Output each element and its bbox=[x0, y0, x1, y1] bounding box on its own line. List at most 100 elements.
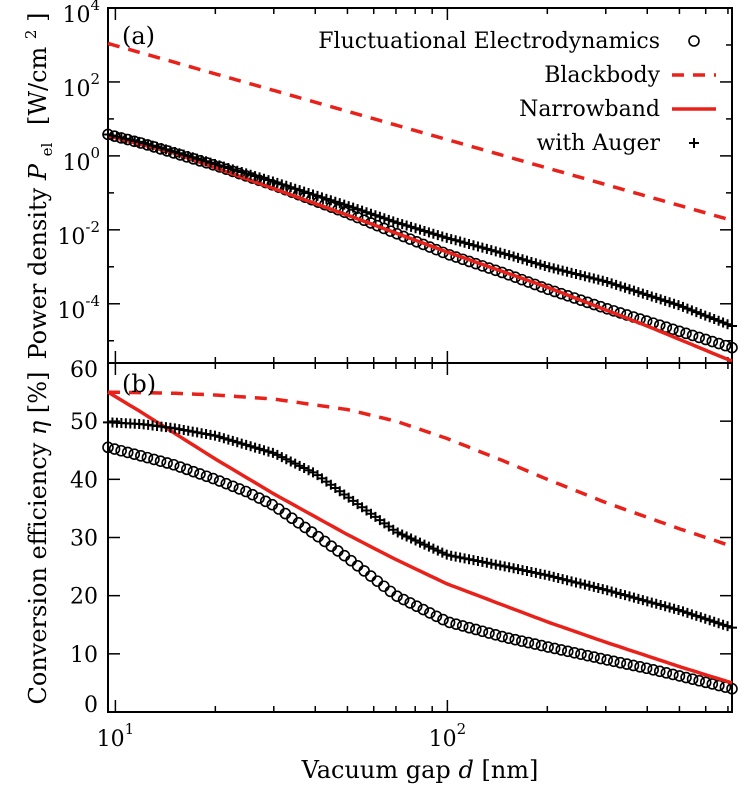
panel-b-point-fluctuational-electrodynamics bbox=[640, 662, 653, 675]
panel-a-point-with-auger bbox=[718, 317, 729, 328]
panel-b-point-with-auger bbox=[401, 531, 412, 542]
panel-b-point-with-auger bbox=[718, 619, 729, 630]
panel-a-point-with-auger bbox=[143, 139, 154, 150]
panel-b-point-with-auger bbox=[548, 571, 559, 582]
panel-a-point-with-auger bbox=[526, 256, 537, 267]
panel-b-point-with-auger bbox=[539, 569, 550, 580]
panel-b-point-fluctuational-electrodynamics bbox=[509, 633, 522, 646]
panel-a-point-with-auger bbox=[134, 136, 145, 147]
panel-b-point-with-auger bbox=[686, 609, 697, 620]
panel-a-point-with-auger bbox=[521, 255, 532, 266]
panel-a-point-with-auger bbox=[450, 235, 461, 246]
panel-a-point-with-auger bbox=[374, 211, 385, 222]
panel-a-point-with-auger bbox=[677, 301, 688, 312]
panel-b-point-with-auger bbox=[713, 618, 724, 629]
panel-a-point-with-auger bbox=[392, 217, 403, 228]
panel-b-point-with-auger bbox=[615, 588, 626, 599]
panel-a-point-with-auger bbox=[343, 201, 354, 212]
panel-b-point-with-auger bbox=[437, 547, 448, 558]
panel-a-point-with-auger bbox=[383, 214, 394, 225]
panel-b-point-fluctuational-electrodynamics bbox=[450, 618, 462, 630]
panel-b-point-fluctuational-electrodynamics bbox=[391, 590, 403, 603]
legend-label-narrowband: Narrowband bbox=[519, 97, 660, 122]
panel-a-point-with-auger bbox=[517, 254, 528, 265]
panel-a-point-with-auger bbox=[633, 287, 644, 298]
panel-a-ytick-label: 100 bbox=[62, 144, 100, 176]
panel-b-point-with-auger bbox=[406, 533, 417, 544]
panel-b-point-with-auger bbox=[299, 463, 310, 474]
panel-a-point-with-auger bbox=[156, 143, 167, 154]
panel-b-point-with-auger bbox=[419, 539, 430, 550]
panel-b-point-fluctuational-electrodynamics bbox=[693, 674, 705, 687]
panel-b-point-fluctuational-electrodynamics bbox=[213, 475, 226, 487]
panel-b-point-fluctuational-electrodynamics bbox=[194, 468, 206, 480]
panel-b-point-with-auger bbox=[236, 438, 247, 449]
panel-a-point-with-auger bbox=[660, 295, 671, 306]
panel-a-point-fluctuational-electrodynamics bbox=[726, 341, 738, 354]
panel-b-point-with-auger bbox=[624, 591, 635, 602]
panel-a-point-with-auger bbox=[147, 140, 158, 151]
panel-b-point-with-auger bbox=[602, 585, 613, 596]
panel-b-point-with-auger bbox=[579, 579, 590, 590]
panel-b-series-blackbody bbox=[107, 390, 733, 548]
panel-a-point-with-auger bbox=[397, 219, 408, 230]
panel-b-point-with-auger bbox=[285, 456, 296, 467]
panel-b-point-with-auger bbox=[611, 587, 622, 598]
panel-b-ytick-label: 50 bbox=[70, 410, 98, 435]
panel-b-point-with-auger bbox=[637, 595, 648, 606]
panel-b-point-with-auger bbox=[392, 527, 403, 538]
panel-b-point-fluctuational-electrodynamics bbox=[463, 621, 476, 634]
panel-a-point-with-auger bbox=[490, 246, 501, 257]
panel-b-point-with-auger bbox=[655, 600, 666, 611]
panel-a-point-with-auger bbox=[379, 213, 390, 224]
panel-a-point-with-auger bbox=[513, 252, 524, 263]
panel-a-series bbox=[102, 41, 738, 363]
panel-b-point-fluctuational-electrodynamics bbox=[588, 651, 600, 663]
panel-b-point-with-auger bbox=[263, 446, 274, 457]
panel-b-point-fluctuational-electrodynamics bbox=[627, 659, 640, 672]
panel-b-point-with-auger bbox=[232, 437, 243, 448]
panel-a-point-with-auger bbox=[686, 305, 697, 316]
panel-a-point-with-auger bbox=[557, 265, 568, 276]
legend-symbol-fluctuational bbox=[688, 35, 700, 47]
panel-a-point-with-auger bbox=[334, 198, 345, 209]
panel-a-point-with-auger bbox=[165, 145, 176, 156]
panel-a-point-with-auger bbox=[348, 202, 359, 213]
panel-b-point-with-auger bbox=[209, 430, 220, 441]
panel-b-point-fluctuational-electrodynamics bbox=[667, 668, 679, 681]
panel-a-point-with-auger bbox=[571, 269, 581, 280]
panel-b-point-with-auger bbox=[290, 458, 301, 469]
panel-b-point-with-auger bbox=[432, 545, 443, 556]
panel-a-point-with-auger bbox=[232, 165, 243, 176]
panel-b-point-with-auger bbox=[727, 622, 737, 633]
panel-b-point-with-auger bbox=[571, 577, 581, 588]
panel-b-point-fluctuational-electrodynamics bbox=[516, 635, 528, 647]
panel-a-series-blackbody bbox=[107, 41, 733, 223]
panel-a: 104 102 100 10-2 10-4 (a) Fluctuational Elec… bbox=[22, 0, 738, 364]
panel-a-point-with-auger bbox=[615, 281, 626, 292]
panel-b-point-fluctuational-electrodynamics bbox=[607, 655, 620, 668]
panel-a-point-with-auger bbox=[499, 248, 510, 259]
panel-b-point-fluctuational-electrodynamics bbox=[706, 678, 719, 690]
panel-a-point-fluctuational-electrodynamics bbox=[719, 339, 732, 352]
panel-b-ylabel: Conversion efficiency η [%] bbox=[24, 372, 52, 705]
panel-b-point-with-auger bbox=[272, 449, 283, 460]
panel-a-point-with-auger bbox=[508, 251, 519, 262]
panel-a-point-with-auger bbox=[455, 236, 466, 247]
panel-b-point-fluctuational-electrodynamics bbox=[233, 483, 246, 495]
panel-b-point-fluctuational-electrodynamics bbox=[647, 663, 659, 676]
panel-a-point-with-auger bbox=[606, 278, 617, 289]
panel-b-point-fluctuational-electrodynamics bbox=[555, 644, 568, 656]
panel-a-point-fluctuational-electrodynamics bbox=[713, 337, 725, 350]
panel-b-point-with-auger bbox=[259, 445, 269, 456]
legend-label-auger: with Auger bbox=[536, 131, 660, 156]
panel-a-point-with-auger bbox=[303, 188, 314, 199]
panel-b-point-fluctuational-electrodynamics bbox=[601, 654, 614, 666]
panel-a-point-fluctuational-electrodynamics bbox=[699, 333, 712, 346]
panel-b-point-with-auger bbox=[441, 549, 452, 560]
panel-b-point-with-auger bbox=[669, 603, 680, 614]
panel-a-point-with-auger bbox=[178, 149, 189, 160]
panel-a-point-with-auger bbox=[103, 129, 113, 140]
panel-b-point-fluctuational-electrodynamics bbox=[424, 607, 436, 619]
panel-b-ytick-label: 60 bbox=[70, 358, 98, 383]
